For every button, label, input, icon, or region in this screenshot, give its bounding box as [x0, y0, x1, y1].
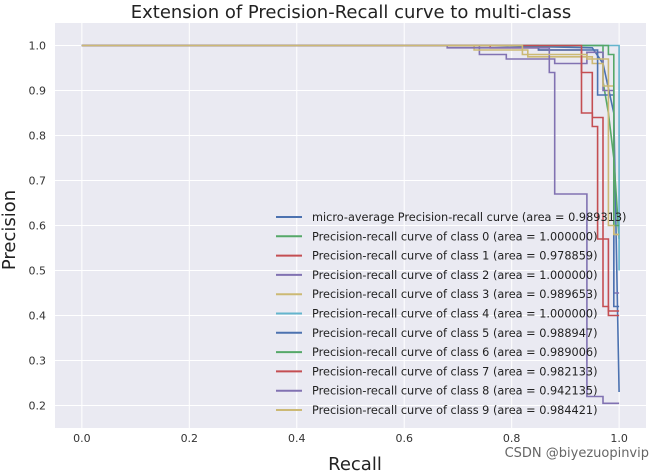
- y-tick-label: 0.7: [29, 175, 47, 188]
- y-tick-label: 0.2: [29, 400, 47, 413]
- series-line-10: [81, 44, 620, 236]
- x-tick-label: 0.2: [181, 432, 199, 445]
- legend-entry-2: Precision-recall curve of class 1 (area …: [312, 250, 598, 263]
- series-line-3: [81, 44, 620, 294]
- watermark: CSDN @biyezuopinvip: [504, 446, 649, 461]
- legend-entry-7: Precision-recall curve of class 6 (area …: [312, 346, 598, 359]
- x-tick-label: 0.6: [395, 432, 413, 445]
- legend-entry-1: Precision-recall curve of class 0 (area …: [312, 230, 598, 243]
- x-tick-label: 1.0: [610, 432, 628, 445]
- series-line-8: [81, 44, 620, 317]
- series-lines: [81, 44, 620, 405]
- y-tick-label: 1.0: [29, 40, 47, 53]
- y-tick-label: 0.4: [29, 310, 47, 323]
- y-tick-label: 0.8: [29, 130, 47, 143]
- y-tick-label: 0.9: [29, 85, 47, 98]
- y-axis-label: Precision: [0, 190, 20, 270]
- chart-title: Extension of Precision-Recall curve to m…: [131, 2, 572, 23]
- legend-entry-6: Precision-recall curve of class 5 (area …: [312, 327, 598, 340]
- legend: micro-average Precision-recall curve (ar…: [276, 211, 626, 417]
- x-tick-label: 0.8: [503, 432, 521, 445]
- y-tick-label: 0.3: [29, 355, 47, 368]
- legend-entry-10: Precision-recall curve of class 9 (area …: [312, 404, 598, 417]
- x-tick-label: 0.0: [73, 432, 91, 445]
- legend-entry-0: micro-average Precision-recall curve (ar…: [312, 211, 626, 224]
- x-tick-labels: 0.0 0.2 0.4 0.6 0.8 1.0: [73, 432, 628, 445]
- series-line-9: [81, 44, 620, 405]
- legend-entry-8: Precision-recall curve of class 7 (area …: [312, 365, 598, 378]
- x-axis-label: Recall: [328, 454, 382, 473]
- y-tick-labels: 0.2 0.3 0.4 0.5 0.6 0.7 0.8 0.9 1.0: [29, 40, 47, 413]
- y-tick-label: 0.5: [29, 265, 47, 278]
- x-tick-label: 0.4: [288, 432, 306, 445]
- legend-entry-4: Precision-recall curve of class 3 (area …: [312, 288, 598, 301]
- legend-entry-9: Precision-recall curve of class 8 (area …: [312, 385, 598, 398]
- legend-entry-3: Precision-recall curve of class 2 (area …: [312, 269, 598, 282]
- legend-entry-5: Precision-recall curve of class 4 (area …: [312, 308, 598, 321]
- y-tick-label: 0.6: [29, 220, 47, 233]
